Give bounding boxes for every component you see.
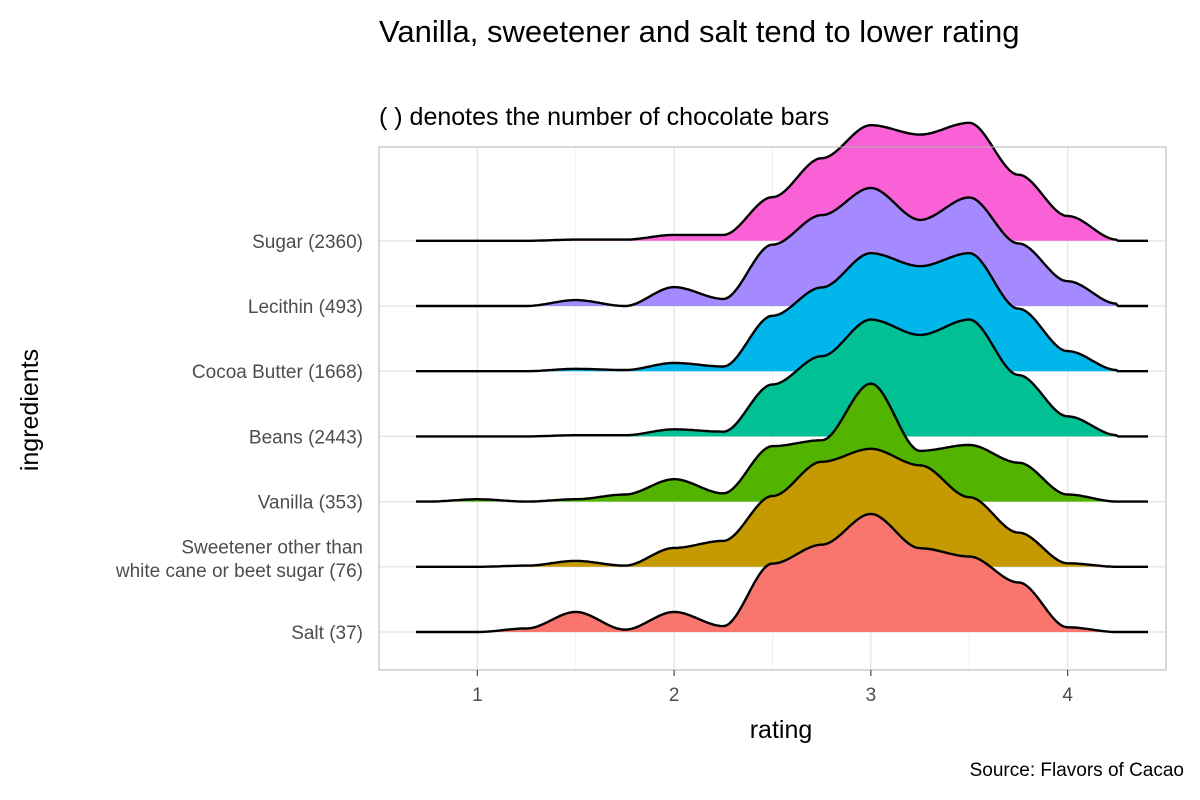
ridge-area	[416, 319, 1148, 437]
ridge-line	[416, 382, 1148, 503]
chart-caption: Source: Flavors of Cacao	[969, 760, 1184, 781]
ridge-area	[416, 383, 1148, 502]
y-tick-label: Vanilla (353)	[258, 493, 363, 514]
y-tick-label: Beans (2443)	[249, 427, 363, 448]
ridge-line	[416, 318, 1148, 438]
y-tick-label: Sugar (2360)	[252, 232, 363, 253]
ridge-1	[416, 447, 1148, 568]
x-tick-label: 1	[472, 685, 483, 706]
ridge-area	[416, 448, 1148, 567]
ridge-line	[416, 512, 1148, 634]
x-tick-labels: 1 2 3 4	[472, 670, 1073, 706]
y-tick-labels: Salt (37) Sweetener other than white cane …	[115, 232, 363, 644]
y-tick-label: Sweetener other than white cane or beet s…	[115, 537, 363, 582]
ridges	[416, 121, 1148, 634]
ridge-3	[416, 318, 1148, 438]
ridge-line	[416, 447, 1148, 568]
ridge-area	[416, 514, 1148, 632]
ridge-area	[416, 122, 1148, 241]
y-axis-title: ingredients	[16, 349, 44, 471]
chart-title: Vanilla, sweetener and salt tend to lowe…	[379, 14, 1020, 49]
ridge-line	[416, 252, 1148, 373]
y-tick-label: Lecithin (493)	[248, 297, 363, 318]
y-tick-label: Cocoa Butter (1668)	[192, 362, 363, 383]
x-axis-title: rating	[750, 716, 813, 744]
ridge-6	[416, 121, 1148, 242]
x-tick-label: 2	[669, 685, 680, 706]
x-tick-label: 3	[866, 685, 877, 706]
ridge-0	[416, 512, 1148, 634]
x-tick-label: 4	[1062, 685, 1073, 706]
ridge-line	[416, 121, 1148, 242]
chart-subtitle: ( ) denotes the number of chocolate bars	[379, 103, 830, 131]
panel-border	[378, 146, 1167, 671]
ridge-line	[416, 186, 1148, 308]
y-tick-label: Salt (37)	[291, 623, 363, 644]
ridge-2	[416, 382, 1148, 503]
